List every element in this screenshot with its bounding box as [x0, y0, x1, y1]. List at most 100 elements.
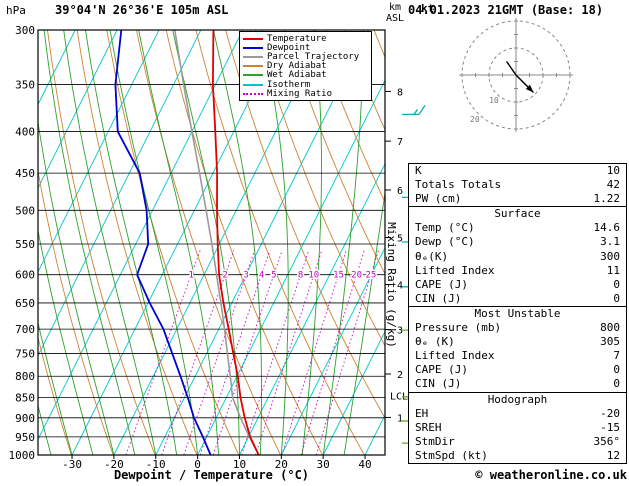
mixing-ratio-line	[161, 250, 235, 455]
pressure-tick-label: 900	[15, 412, 35, 425]
x-tick-label: 10	[233, 458, 246, 471]
panel-row-value: 356°	[593, 434, 621, 448]
mixing-ratio-value-label: 10	[308, 271, 319, 281]
pressure-tick-label: 350	[15, 78, 35, 91]
x-axis-title: Dewpoint / Temperature (°C)	[113, 468, 310, 482]
mixing-ratio-line	[241, 250, 310, 455]
legend-label: Mixing Ratio	[267, 88, 333, 99]
km-tick-label: 7	[397, 137, 403, 148]
pressure-tick-label: 400	[15, 126, 35, 139]
panel-row-label: Dewp (°C)	[415, 235, 475, 249]
panel-row: Temp (°C) 14.6	[409, 221, 626, 235]
pressure-tick-label: 950	[15, 431, 35, 444]
panel-row-value: 7	[613, 349, 620, 363]
panel-row-value: 0	[613, 291, 620, 305]
panel-row-value: 1.22	[593, 192, 621, 206]
km-tick-label: 2	[397, 370, 403, 381]
info-panel: K 10 Totals Totals 42 PW (cm) 1.22 Surface Temp…	[408, 163, 627, 464]
panel-row: EH -20	[409, 407, 626, 421]
mixing-ratio-value-label: 2	[222, 271, 227, 281]
mixing-ratio-axis-label: Mixing Ratio (g/kg)	[385, 222, 398, 348]
mixing-ratio-line	[281, 250, 347, 455]
panel-row-value: 10	[606, 164, 620, 177]
panel-row: Lifted Index 11	[409, 264, 626, 278]
isotherm-line	[38, 30, 118, 190]
wet-adiabat-line	[85, 30, 178, 455]
panel-section: Most Unstable Pressure (mb) 800 θₑ (K) 305 Li…	[408, 305, 627, 393]
panel-row-label: Lifted Index	[415, 349, 495, 363]
panel-section: Surface Temp (°C) 14.6 Dewp (°C) 3.1 θₑ(K) 300…	[408, 206, 627, 307]
chart-legend: Temperature Dewpoint Parcel Trajectory Dry …	[239, 31, 372, 102]
legend-item: Mixing Ratio	[243, 88, 368, 99]
panel-row-label: CIN (J)	[415, 377, 462, 391]
parcel-trajectory-curve	[174, 30, 260, 455]
panel-row-value: 0	[613, 377, 620, 391]
panel-row: CAPE (J) 0	[409, 363, 626, 377]
panel-section-header: Most Unstable	[474, 306, 561, 320]
isotherm-line	[280, 246, 385, 455]
legend-item: Dewpoint	[243, 42, 368, 53]
km-tick-label: 5	[397, 233, 403, 244]
wet-adiabat-line	[43, 30, 136, 455]
isotherm-line	[38, 30, 202, 357]
mixing-ratio-value-label: 15	[333, 271, 344, 281]
pressure-tick-label: 650	[15, 297, 35, 310]
hodograph-ring	[488, 47, 544, 103]
panel-row-label: SREH	[415, 420, 442, 434]
mixing-ratio-line	[183, 250, 256, 455]
copyright: © weatheronline.co.uk	[475, 468, 627, 482]
legend-label: Dewpoint	[267, 42, 311, 53]
panel-row: θₑ (K) 305	[409, 335, 626, 349]
panel-row-value: 0	[613, 363, 620, 377]
panel-row-label: Totals Totals	[415, 178, 502, 192]
wet-adiabat-line	[63, 30, 157, 455]
legend-label: Wet Adiabat	[267, 70, 327, 81]
panel-row-value: 0	[613, 277, 620, 291]
dry-adiabat-line	[47, 30, 156, 455]
panel-row-value: 800	[600, 321, 620, 335]
panel-row-value: 12	[606, 448, 620, 462]
panel-row: CIN (J) 0	[409, 377, 626, 391]
pressure-tick-label: 450	[15, 167, 35, 180]
isotherm-line	[38, 30, 76, 106]
isotherm-line	[322, 330, 385, 455]
mixing-ratio-value-label: 3	[243, 271, 248, 281]
dry-adiabat-line	[38, 335, 72, 455]
lcl-label: LCL	[390, 392, 408, 403]
panel-row-label: CAPE (J)	[415, 277, 468, 291]
station-title: 39°04'N 26°36'E 105m ASL	[55, 3, 229, 17]
hodograph-ring-label: 10	[489, 96, 499, 105]
panel-row-value: 3.1	[600, 235, 620, 249]
altitude-axis-unit-asl: ASL	[386, 13, 405, 24]
legend-swatch-isotherm	[243, 83, 263, 86]
x-tick-label: 30	[317, 458, 330, 471]
panel-section-header: Surface	[494, 207, 541, 221]
mixing-ratio-line	[199, 250, 271, 455]
panel-row: Pressure (mb) 800	[409, 321, 626, 335]
chart-datetime: 04.01.2023 21GMT (Base: 18)	[408, 3, 604, 17]
x-tick-label: -20	[104, 458, 124, 471]
km-tick-label: 1	[397, 413, 403, 424]
panel-row-label: K	[415, 164, 422, 177]
mixing-ratio-line	[125, 250, 201, 455]
pressure-tick-label: 850	[15, 392, 35, 405]
wind-barb-half-feather	[413, 108, 419, 115]
panel-row-label: StmSpd (kt)	[415, 448, 488, 462]
x-tick-label: 20	[275, 458, 288, 471]
panel-section: K 10 Totals Totals 42 PW (cm) 1.22	[408, 163, 627, 208]
panel-row-label: StmDir	[415, 434, 455, 448]
pressure-tick-label: 300	[15, 24, 35, 37]
isotherm-line	[38, 30, 244, 441]
legend-item: Dry Adiabat	[243, 61, 368, 71]
panel-row-label: Temp (°C)	[415, 221, 475, 235]
pressure-tick-label: 750	[15, 347, 35, 360]
panel-row: Totals Totals 42	[409, 178, 626, 192]
legend-swatch-wet_adiabat	[243, 74, 263, 77]
dewpoint-curve	[114, 30, 212, 455]
mixing-ratio-line	[212, 250, 283, 455]
x-tick-label: 0	[194, 458, 201, 471]
pressure-tick-label: 1000	[9, 449, 36, 462]
panel-section: Hodograph EH -20 SREH -15 StmDir 356° StmSpd (k…	[408, 391, 627, 464]
dry-adiabat-line	[314, 30, 385, 203]
panel-row: Lifted Index 7	[409, 349, 626, 363]
